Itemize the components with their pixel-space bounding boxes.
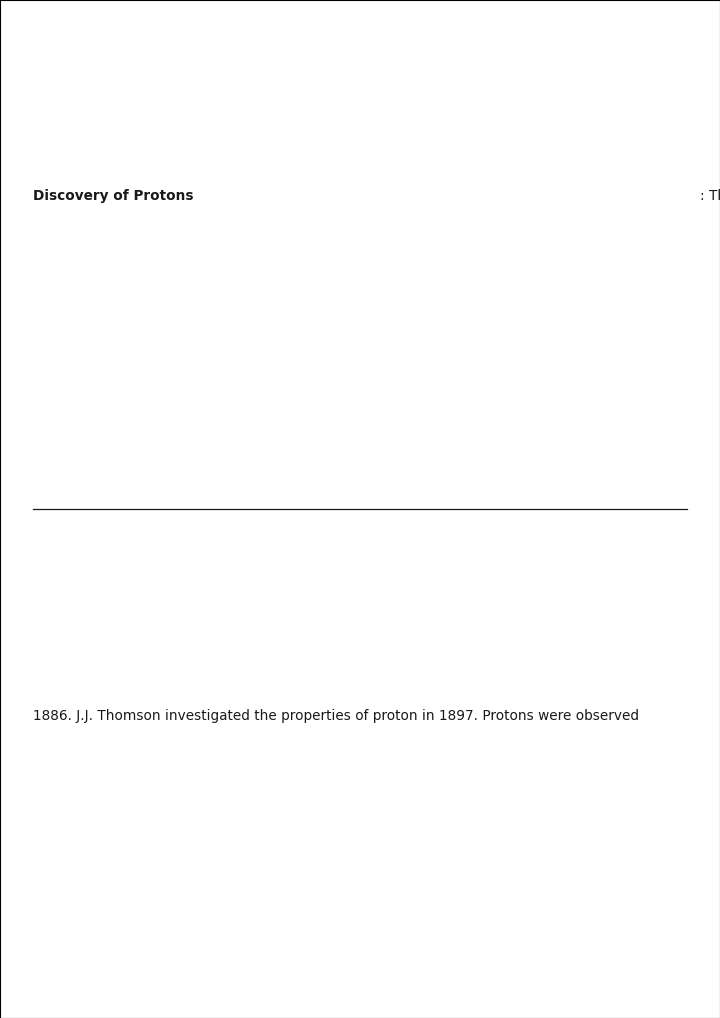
Text: 1886. J.J. Thomson investigated the properties of proton in 1897. Protons were o: 1886. J.J. Thomson investigated the prop…: [32, 709, 639, 723]
Text: : The proton is a positive charge particle discovered by Goldstein in: : The proton is a positive charge partic…: [700, 189, 720, 203]
Text: Discovery of Protons: Discovery of Protons: [32, 189, 193, 203]
